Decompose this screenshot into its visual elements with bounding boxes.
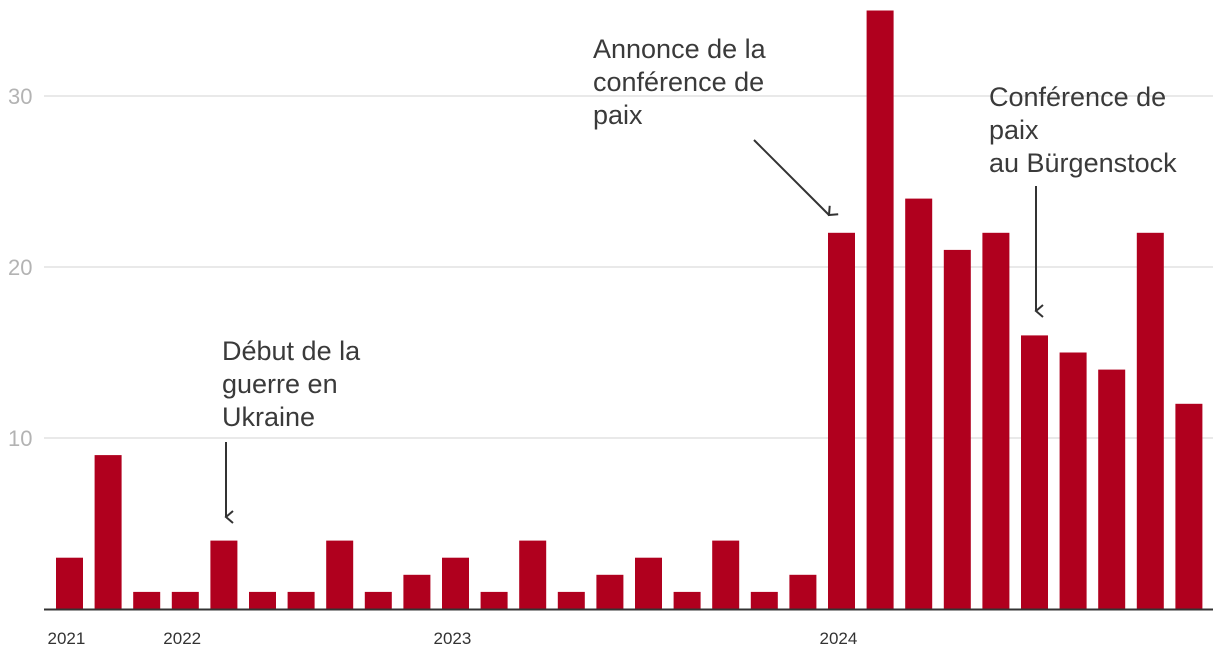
bar: [172, 592, 199, 609]
annotation-text: paix: [989, 115, 1039, 145]
bar: [519, 541, 546, 609]
y-tick-label: 30: [8, 84, 32, 109]
annotation-text: paix: [593, 100, 643, 130]
annotation-text: Ukraine: [222, 402, 315, 432]
bar: [1060, 353, 1087, 610]
bar: [596, 575, 623, 609]
x-tick-label: 2021: [48, 629, 86, 648]
bar: [905, 199, 932, 609]
bar: [944, 250, 971, 609]
y-tick-label: 10: [8, 426, 32, 451]
x-tick-label: 2022: [163, 629, 201, 648]
bar: [210, 541, 237, 609]
annotation-text: Début de la: [222, 336, 361, 366]
bar: [789, 575, 816, 609]
x-tick-label: 2024: [820, 629, 858, 648]
bar: [674, 592, 701, 609]
bar: [288, 592, 315, 609]
bar: [1175, 404, 1202, 609]
bar: [56, 558, 83, 609]
bar: [1098, 370, 1125, 609]
bar: [442, 558, 469, 609]
bar: [249, 592, 276, 609]
bar: [481, 592, 508, 609]
annotation-text: au Bürgenstock: [989, 148, 1177, 178]
bar: [982, 233, 1009, 609]
annotation-text: Conférence de: [989, 82, 1166, 112]
x-tick-label: 2023: [434, 629, 472, 648]
bar: [133, 592, 160, 609]
bar: [95, 455, 122, 609]
bar: [828, 233, 855, 609]
bar: [1021, 335, 1048, 609]
x-axis-ticks: 2021 2022 2023 2024: [48, 629, 858, 648]
annotation-text: guerre en: [222, 369, 338, 399]
bar: [403, 575, 430, 609]
annotation-text: Annonce de la: [593, 34, 767, 64]
bar: [365, 592, 392, 609]
bar: [326, 541, 353, 609]
bar: [712, 541, 739, 609]
bar: [635, 558, 662, 609]
y-tick-label: 20: [8, 255, 32, 280]
annotation-text: conférence de: [593, 67, 764, 97]
annotation-arrow: [754, 140, 829, 215]
bar: [558, 592, 585, 609]
bar: [867, 11, 894, 610]
bar: [751, 592, 778, 609]
bar: [1137, 233, 1164, 609]
y-axis-ticks: 10 20 30: [8, 84, 32, 451]
